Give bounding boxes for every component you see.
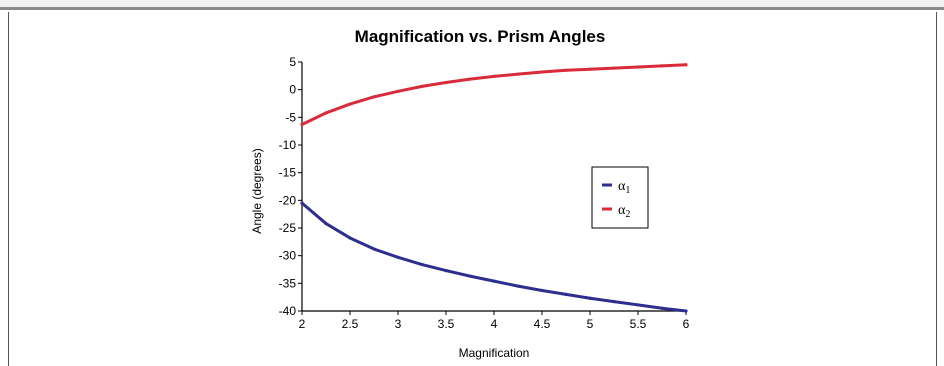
series-point-alpha1 [348, 236, 352, 240]
series-point-alpha2 [660, 64, 664, 68]
legend-box [591, 166, 649, 229]
chart-title: Magnification vs. Prism Angles [355, 27, 606, 46]
y-tick-label: 0 [289, 83, 296, 97]
legend-symbol: α [618, 203, 626, 218]
series-point-alpha1 [540, 288, 544, 293]
frame-left-border [8, 12, 9, 366]
series-point-alpha1 [612, 299, 616, 304]
series-point-alpha1 [516, 284, 520, 288]
legend-label-alpha1: α1 [618, 179, 630, 196]
top-bar [0, 0, 944, 10]
series-point-alpha2 [516, 72, 520, 76]
x-tick-label: 2.5 [342, 317, 359, 331]
legend-symbol: α [618, 179, 626, 194]
x-tick-label: 5.5 [630, 317, 647, 331]
series-line-alpha2 [300, 63, 688, 127]
series-point-alpha1 [396, 255, 400, 259]
series-point-alpha1 [684, 309, 688, 313]
series-point-alpha2 [468, 77, 472, 81]
series-point-alpha2 [540, 70, 544, 74]
y-tick-label: -40 [279, 304, 297, 318]
series-point-alpha1 [300, 201, 304, 205]
series-point-alpha1 [468, 274, 472, 278]
series-point-alpha2 [444, 80, 448, 85]
series-point-alpha2 [564, 68, 568, 72]
series-point-alpha1 [324, 221, 328, 226]
series-point-alpha2 [300, 122, 304, 127]
series-point-alpha1 [444, 269, 448, 273]
y-tick-label: -25 [279, 221, 297, 235]
y-tick-label: -30 [279, 249, 297, 263]
x-tick-label: 6 [683, 317, 690, 331]
legend-subscript: 1 [625, 185, 630, 196]
series-point-alpha1 [420, 262, 424, 267]
series-point-alpha2 [348, 102, 352, 106]
legend-label-alpha2: α2 [618, 203, 630, 220]
series-point-alpha1 [636, 303, 640, 307]
y-tick-label: -15 [279, 166, 297, 180]
series-point-alpha2 [372, 95, 376, 99]
frame-right-border [936, 12, 937, 366]
x-tick-label: 3.5 [438, 317, 455, 331]
x-tick-label: 4.5 [534, 317, 551, 331]
x-tick-label: 4 [491, 317, 498, 331]
series-point-alpha2 [612, 66, 616, 70]
y-tick-label: -20 [279, 193, 297, 207]
y-tick-label: -5 [285, 110, 296, 124]
series-point-alpha2 [492, 74, 496, 78]
series-point-alpha1 [372, 247, 376, 251]
x-tick-label: 2 [299, 317, 306, 331]
y-tick-label: -10 [279, 138, 297, 152]
y-tick-label: 5 [289, 55, 296, 69]
y-axis-label: Angle (degrees) [250, 148, 264, 233]
legend-subscript: 2 [625, 209, 630, 220]
y-tick-label: -35 [279, 276, 297, 290]
series-point-alpha1 [588, 296, 592, 300]
series-point-alpha2 [324, 111, 328, 115]
series-point-alpha1 [564, 292, 568, 296]
series-point-alpha1 [492, 279, 496, 283]
series-point-alpha1 [660, 306, 664, 310]
plot-area: 50-5-10-15-20-25-30-35-402 2.5 3 3.5 4 4.5 5 5.… [279, 55, 690, 331]
x-axis-label: Magnification [459, 346, 530, 360]
series-point-alpha2 [420, 84, 424, 88]
x-tick-label: 5 [587, 317, 594, 331]
series-point-alpha2 [684, 63, 688, 67]
series-point-alpha2 [588, 67, 592, 71]
series-point-alpha2 [636, 65, 640, 69]
x-tick-label: 3 [395, 317, 402, 331]
series-point-alpha2 [396, 89, 400, 93]
